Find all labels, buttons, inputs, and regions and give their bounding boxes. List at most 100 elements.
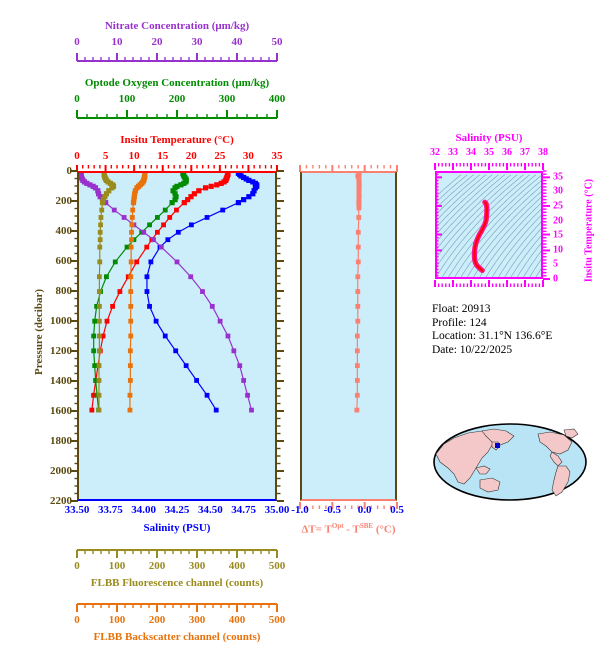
- tick-label: 30: [191, 36, 203, 48]
- tick-label: 34.00: [131, 504, 157, 516]
- tick-label: 2000: [50, 465, 72, 477]
- tick-label: 35.00: [264, 504, 290, 516]
- profile-marker: [110, 303, 115, 309]
- profile-marker: [96, 363, 102, 369]
- tick-label: 33.50: [64, 504, 90, 516]
- fluorescence-axis-title: FLBB Fluorescence channel (counts): [90, 577, 264, 589]
- profile-marker: [91, 348, 97, 354]
- meta-float-row: Float: 20913: [432, 303, 552, 317]
- tick-label: 1600: [50, 405, 72, 417]
- delta-t-marker: [354, 378, 360, 383]
- tick-label: 0: [74, 36, 80, 48]
- profile-marker: [96, 407, 102, 413]
- tick-label: 34.75: [231, 504, 257, 516]
- profile-marker: [127, 392, 133, 398]
- profile-marker: [165, 237, 171, 243]
- profile-metadata: Float: 20913 Profile: 124 Location: 31.1…: [432, 303, 552, 357]
- ts-temperature-axis-title: Insitu Temperature (°C): [583, 178, 595, 283]
- profile-marker: [100, 333, 106, 339]
- tick-label: 10: [111, 36, 123, 48]
- profile-marker: [100, 197, 106, 203]
- profile-marker: [178, 182, 184, 188]
- profile-marker: [217, 318, 223, 324]
- profile-marker: [237, 363, 243, 369]
- tick-label: 30: [242, 150, 254, 162]
- profile-marker: [94, 303, 100, 309]
- isopycnal-contour: [437, 174, 506, 242]
- ts-diagram-plot-area[interactable]: [435, 171, 543, 279]
- profile-marker: [147, 222, 152, 228]
- isopycnal-contour: [437, 174, 462, 196]
- profile-marker: [144, 244, 150, 250]
- profile-marker: [151, 237, 156, 243]
- profile-marker: [128, 274, 134, 280]
- delta-t-marker: [355, 289, 361, 294]
- tick-label: 200: [148, 614, 166, 626]
- delta-t-marker: [356, 192, 362, 198]
- nitrate-tick-labels: 0 10 20 30 40 50: [74, 36, 282, 50]
- profile-marker: [200, 289, 205, 294]
- profile-marker: [128, 318, 134, 324]
- profile-line: [93, 173, 187, 411]
- profile-marker: [147, 303, 152, 309]
- profile-marker: [170, 188, 176, 194]
- profile-marker: [208, 183, 214, 189]
- meta-location-value: 31.1°N 136.6°E: [478, 330, 553, 342]
- delta-t-marker: [356, 179, 362, 185]
- isopycnal-contour: [448, 175, 541, 277]
- profile-marker: [181, 180, 187, 186]
- salinity-tick-labels: 33.50 33.75 34.00 34.25 34.50 34.75 35.00: [65, 504, 290, 518]
- isopycnal-contour: [492, 215, 541, 277]
- profile-marker: [132, 191, 138, 197]
- profile-marker: [128, 244, 134, 250]
- profile-marker: [174, 207, 179, 213]
- delta-t-marker: [355, 229, 361, 235]
- isopycnal-contour: [516, 242, 541, 277]
- tick-label: 300: [188, 560, 206, 572]
- main-panel-right-ticks: [277, 170, 285, 502]
- profile-marker: [131, 197, 137, 203]
- profile-marker: [96, 191, 102, 197]
- delta-t-marker: [356, 176, 362, 182]
- profile-marker: [128, 289, 134, 294]
- delta-t-marker: [356, 206, 362, 211]
- profile-marker: [128, 333, 134, 339]
- profile-marker: [102, 194, 108, 200]
- tick-label: 0: [74, 614, 80, 626]
- tick-label: 0: [553, 273, 558, 285]
- delta-t-plot-area[interactable]: [300, 171, 397, 501]
- profile-marker: [129, 215, 135, 220]
- profile-marker: [109, 185, 115, 191]
- profile-marker: [155, 229, 160, 235]
- profile-marker: [188, 274, 194, 280]
- oxygen-axis-title: Optode Oxygen Concentration (μm/kg): [84, 77, 270, 89]
- profile-marker: [96, 348, 102, 354]
- tick-label: 500: [268, 614, 286, 626]
- profile-plot-area[interactable]: [77, 171, 277, 501]
- delta-t-marker: [355, 173, 361, 179]
- tick-label: 200: [168, 93, 186, 105]
- profile-marker: [84, 180, 90, 186]
- tick-label: 30: [553, 185, 563, 197]
- tick-label: 5: [102, 150, 109, 162]
- fluorescence-axis-line: [76, 549, 278, 559]
- profile-marker: [162, 207, 168, 213]
- profile-marker: [92, 318, 98, 324]
- profile-marker: [183, 363, 189, 369]
- tick-label: 0: [66, 165, 73, 177]
- temperature-axis-ticks: [76, 165, 278, 173]
- profile-marker: [117, 289, 123, 294]
- tick-label: 5: [553, 258, 558, 270]
- delta-t-title-sup1: Opt: [331, 522, 344, 530]
- isopycnal-contour: [437, 174, 524, 267]
- tick-label: -1.0: [291, 504, 309, 516]
- world-map-graphic: [433, 423, 587, 501]
- meta-date-label: Date:: [432, 343, 457, 356]
- tick-label: 38: [538, 147, 548, 158]
- profile-marker: [225, 333, 231, 339]
- profile-marker: [144, 274, 150, 280]
- isopycnal-contour: [529, 259, 541, 277]
- meta-float-label: Float:: [432, 303, 459, 315]
- profile-marker: [129, 237, 134, 243]
- world-map[interactable]: [430, 412, 590, 512]
